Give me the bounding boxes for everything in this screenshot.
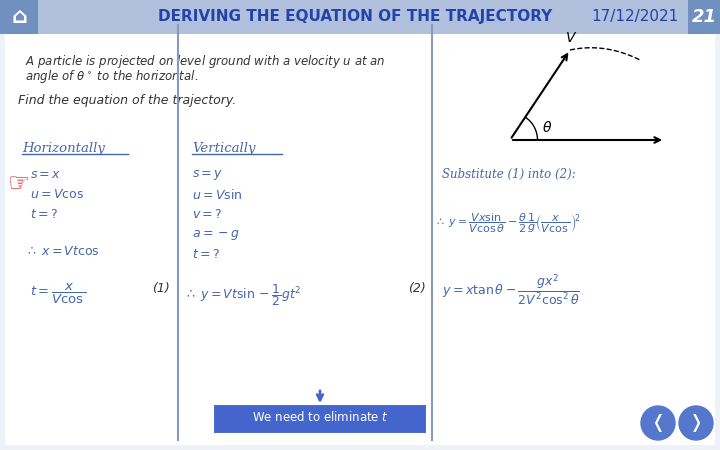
Text: $\therefore \; y = Vt\sin - \dfrac{1}{2}gt^2$: $\therefore \; y = Vt\sin - \dfrac{1}{2}… (184, 282, 302, 308)
Text: $t = ?$: $t = ?$ (30, 208, 58, 221)
FancyBboxPatch shape (0, 0, 720, 34)
FancyBboxPatch shape (5, 34, 715, 445)
Text: $\therefore \; x = Vt\cos$: $\therefore \; x = Vt\cos$ (25, 245, 100, 258)
Text: 17/12/2021: 17/12/2021 (591, 9, 679, 24)
FancyBboxPatch shape (0, 0, 38, 34)
Text: $u = V\cos$: $u = V\cos$ (30, 188, 84, 201)
Text: $a = -g$: $a = -g$ (192, 228, 240, 242)
FancyBboxPatch shape (213, 404, 427, 434)
Text: ☞: ☞ (8, 172, 30, 196)
Text: Vertically: Vertically (192, 142, 256, 155)
Text: (2): (2) (408, 282, 426, 295)
FancyBboxPatch shape (688, 0, 720, 34)
Text: $s = y$: $s = y$ (192, 168, 223, 182)
Text: $V$: $V$ (565, 31, 577, 45)
Text: $t = ?$: $t = ?$ (192, 248, 220, 261)
Text: (1): (1) (152, 282, 170, 295)
Text: $\theta$: $\theta$ (542, 120, 552, 135)
Text: angle of $\theta^\circ$ to the horizontal.: angle of $\theta^\circ$ to the horizonta… (25, 68, 198, 85)
Text: Horizontally: Horizontally (22, 142, 105, 155)
Text: 21: 21 (691, 8, 716, 26)
Text: Find the equation of the trajectory.: Find the equation of the trajectory. (18, 94, 236, 107)
Text: $\therefore \; y = \dfrac{Vx\sin}{V\cos\theta} - \dfrac{\theta}{2}\dfrac{1}{g}\l: $\therefore \; y = \dfrac{Vx\sin}{V\cos\… (434, 212, 580, 235)
Circle shape (679, 406, 713, 440)
Text: $s = x$: $s = x$ (30, 168, 61, 181)
Text: A particle is projected on level ground with a velocity $u$ at an: A particle is projected on level ground … (25, 53, 385, 70)
Text: $t = \dfrac{x}{V\cos}$: $t = \dfrac{x}{V\cos}$ (30, 282, 87, 306)
Text: ⌂: ⌂ (11, 7, 27, 27)
Circle shape (641, 406, 675, 440)
Text: $v = ?$: $v = ?$ (192, 208, 222, 221)
Text: Substitute (1) into (2):: Substitute (1) into (2): (442, 168, 576, 181)
Text: $y = x\tan\theta - \dfrac{gx^2}{2V^2\cos^2\theta}$: $y = x\tan\theta - \dfrac{gx^2}{2V^2\cos… (442, 272, 580, 307)
Text: We need to eliminate $t$: We need to eliminate $t$ (251, 410, 388, 424)
Text: $u = V\sin$: $u = V\sin$ (192, 188, 243, 202)
Text: DERIVING THE EQUATION OF THE TRAJECTORY: DERIVING THE EQUATION OF THE TRAJECTORY (158, 9, 552, 24)
Text: ❭: ❭ (688, 414, 703, 432)
Text: ❬: ❬ (650, 414, 665, 432)
FancyBboxPatch shape (0, 34, 720, 450)
